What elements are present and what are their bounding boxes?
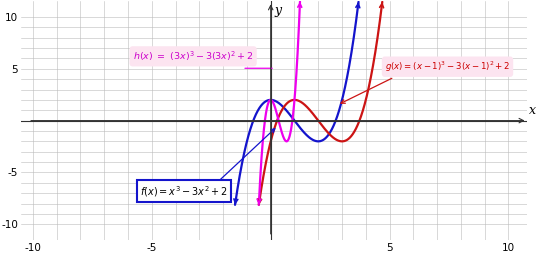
Text: $f(x) = x^3 - 3x^2 + 2$: $f(x) = x^3 - 3x^2 + 2$ <box>140 184 228 199</box>
Text: $g(x) = (x-1)^3 - 3(x-1)^2 + 2$: $g(x) = (x-1)^3 - 3(x-1)^2 + 2$ <box>385 59 510 74</box>
Text: x: x <box>529 104 536 117</box>
Text: $h(x)\ =\ (3x)^3 - 3(3x)^2 + 2$: $h(x)\ =\ (3x)^3 - 3(3x)^2 + 2$ <box>133 50 253 63</box>
Text: y: y <box>274 5 281 18</box>
